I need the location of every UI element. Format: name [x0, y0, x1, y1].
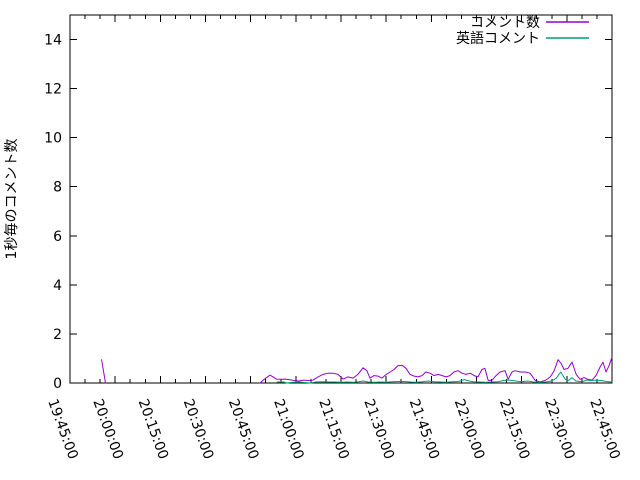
x-tick-label: 21:45:00	[406, 397, 443, 462]
x-tick-label: 21:15:00	[315, 397, 352, 462]
y-tick-label: 10	[44, 131, 62, 147]
x-tick-label: 19:45:00	[44, 397, 81, 462]
y-axis-tick-labels: 0 2 4 6 8 10 12 14	[44, 33, 62, 392]
y-tick-label: 6	[53, 229, 62, 245]
x-tick-label: 20:15:00	[135, 397, 172, 462]
series-line-comments	[101, 359, 106, 384]
legend-label-comments: コメント数	[470, 15, 540, 31]
series-line-english-comments	[276, 371, 613, 384]
x-tick-label: 22:15:00	[496, 397, 533, 462]
y-tick-label: 14	[44, 33, 62, 49]
legend-label-english-comments: 英語コメント	[456, 30, 540, 47]
y-tick-label: 8	[53, 180, 62, 196]
x-axis-tick-labels: 19:45:00 20:00:00 20:15:00 20:30:00 20:45:00…	[44, 397, 623, 462]
y-tick-label: 2	[53, 327, 62, 343]
x-tick-label: 22:00:00	[451, 397, 488, 462]
x-tick-label: 21:30:00	[360, 397, 397, 462]
plot-border	[69, 14, 613, 384]
y-tick-label: 12	[44, 82, 62, 98]
x-tick-label: 20:00:00	[89, 397, 126, 462]
x-tick-label: 20:30:00	[180, 397, 217, 462]
series-line-comments	[259, 356, 613, 384]
x-tick-label: 22:45:00	[586, 397, 623, 462]
y-axis-title: 1秒毎のコメント数	[4, 139, 20, 260]
x-tick-label: 20:45:00	[225, 397, 262, 462]
x-tick-label: 22:30:00	[541, 397, 578, 462]
series-lines	[101, 356, 613, 384]
axis-ticks	[69, 15, 613, 384]
y-tick-label: 4	[53, 278, 62, 294]
y-tick-label: 0	[53, 376, 62, 392]
legend: コメント数 英語コメント	[456, 15, 589, 47]
x-tick-label: 21:00:00	[270, 397, 307, 462]
